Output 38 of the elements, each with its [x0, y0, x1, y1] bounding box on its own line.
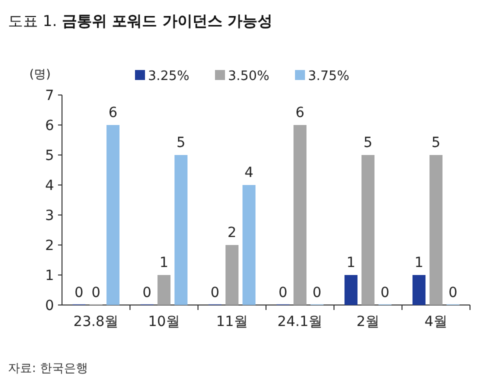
y-tick-label: 3	[45, 208, 54, 224]
y-tick-label: 2	[45, 238, 54, 254]
y-tick-label: 4	[45, 178, 54, 194]
data-label: 1	[346, 255, 356, 271]
y-tick-label: 0	[45, 298, 54, 314]
legend-label: 3.25%	[148, 69, 190, 84]
data-label: 0	[278, 285, 288, 301]
y-axis-title: (명)	[29, 67, 51, 81]
x-tick-label: 11월	[216, 314, 248, 330]
data-label: 5	[432, 135, 440, 151]
data-label: 0	[312, 285, 322, 301]
data-label: 1	[414, 255, 424, 271]
data-label: 0	[74, 285, 84, 301]
data-label: 0	[210, 285, 220, 301]
x-tick-label: 10월	[148, 314, 180, 330]
x-tick-label: 4월	[424, 314, 448, 330]
y-tick-label: 1	[45, 268, 54, 284]
text: 자료: 한국은행	[8, 361, 88, 375]
data-label: 4	[244, 165, 254, 181]
data-label: 6	[296, 105, 305, 121]
data-label: 2	[228, 225, 236, 241]
data-label: 5	[176, 135, 186, 151]
data-label: 1	[160, 255, 168, 271]
data-label: 0	[380, 285, 390, 301]
chart-title: 도표 1. 금통위 포워드 가이던스 가능성	[8, 12, 273, 30]
data-label: 5	[364, 135, 372, 151]
y-tick-label: 5	[45, 148, 54, 164]
data-label: 0	[142, 285, 152, 301]
data-label: 0	[92, 285, 100, 301]
x-tick-label: 24.1월	[277, 314, 323, 330]
y-tick-label: 6	[45, 118, 54, 134]
legend-label: 3.50%	[228, 69, 270, 84]
data-label: 6	[108, 105, 118, 121]
legend-label: 3.75%	[308, 69, 350, 84]
y-tick-label: 7	[45, 88, 54, 104]
x-tick-label: 23.8월	[73, 314, 119, 330]
data-label: 0	[448, 285, 458, 301]
x-tick-label: 2월	[356, 314, 380, 330]
